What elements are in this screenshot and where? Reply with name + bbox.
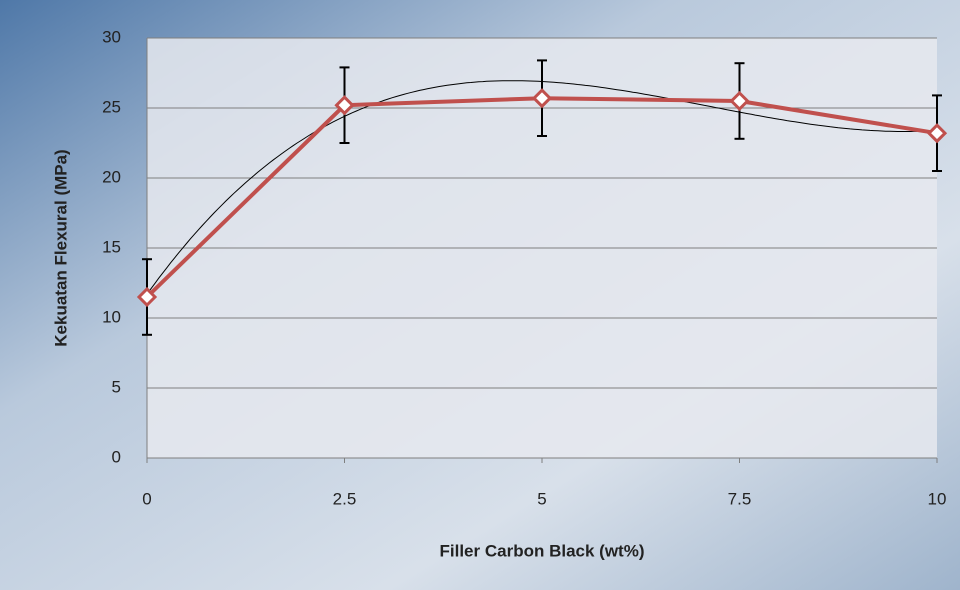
y-tick-label: 30 [102, 27, 121, 46]
x-axis-label: Filler Carbon Black (wt%) [440, 541, 645, 560]
chart: Filler Carbon Black (wt%) Kekuatan Flexu… [0, 0, 960, 590]
y-axis-label: Kekuatan Flexural (MPa) [51, 149, 70, 346]
y-tick-label: 0 [112, 447, 121, 466]
x-tick-label: 10 [928, 489, 947, 508]
x-tick-label: 5 [537, 489, 546, 508]
y-tick-label: 15 [102, 237, 121, 256]
y-tick-label: 10 [102, 307, 121, 326]
x-tick-label: 0 [142, 489, 151, 508]
y-tick-label: 5 [112, 377, 121, 396]
x-tick-label: 2.5 [333, 489, 357, 508]
y-tick-label: 25 [102, 97, 121, 116]
y-tick-label: 20 [102, 167, 121, 186]
x-tick-label: 7.5 [728, 489, 752, 508]
